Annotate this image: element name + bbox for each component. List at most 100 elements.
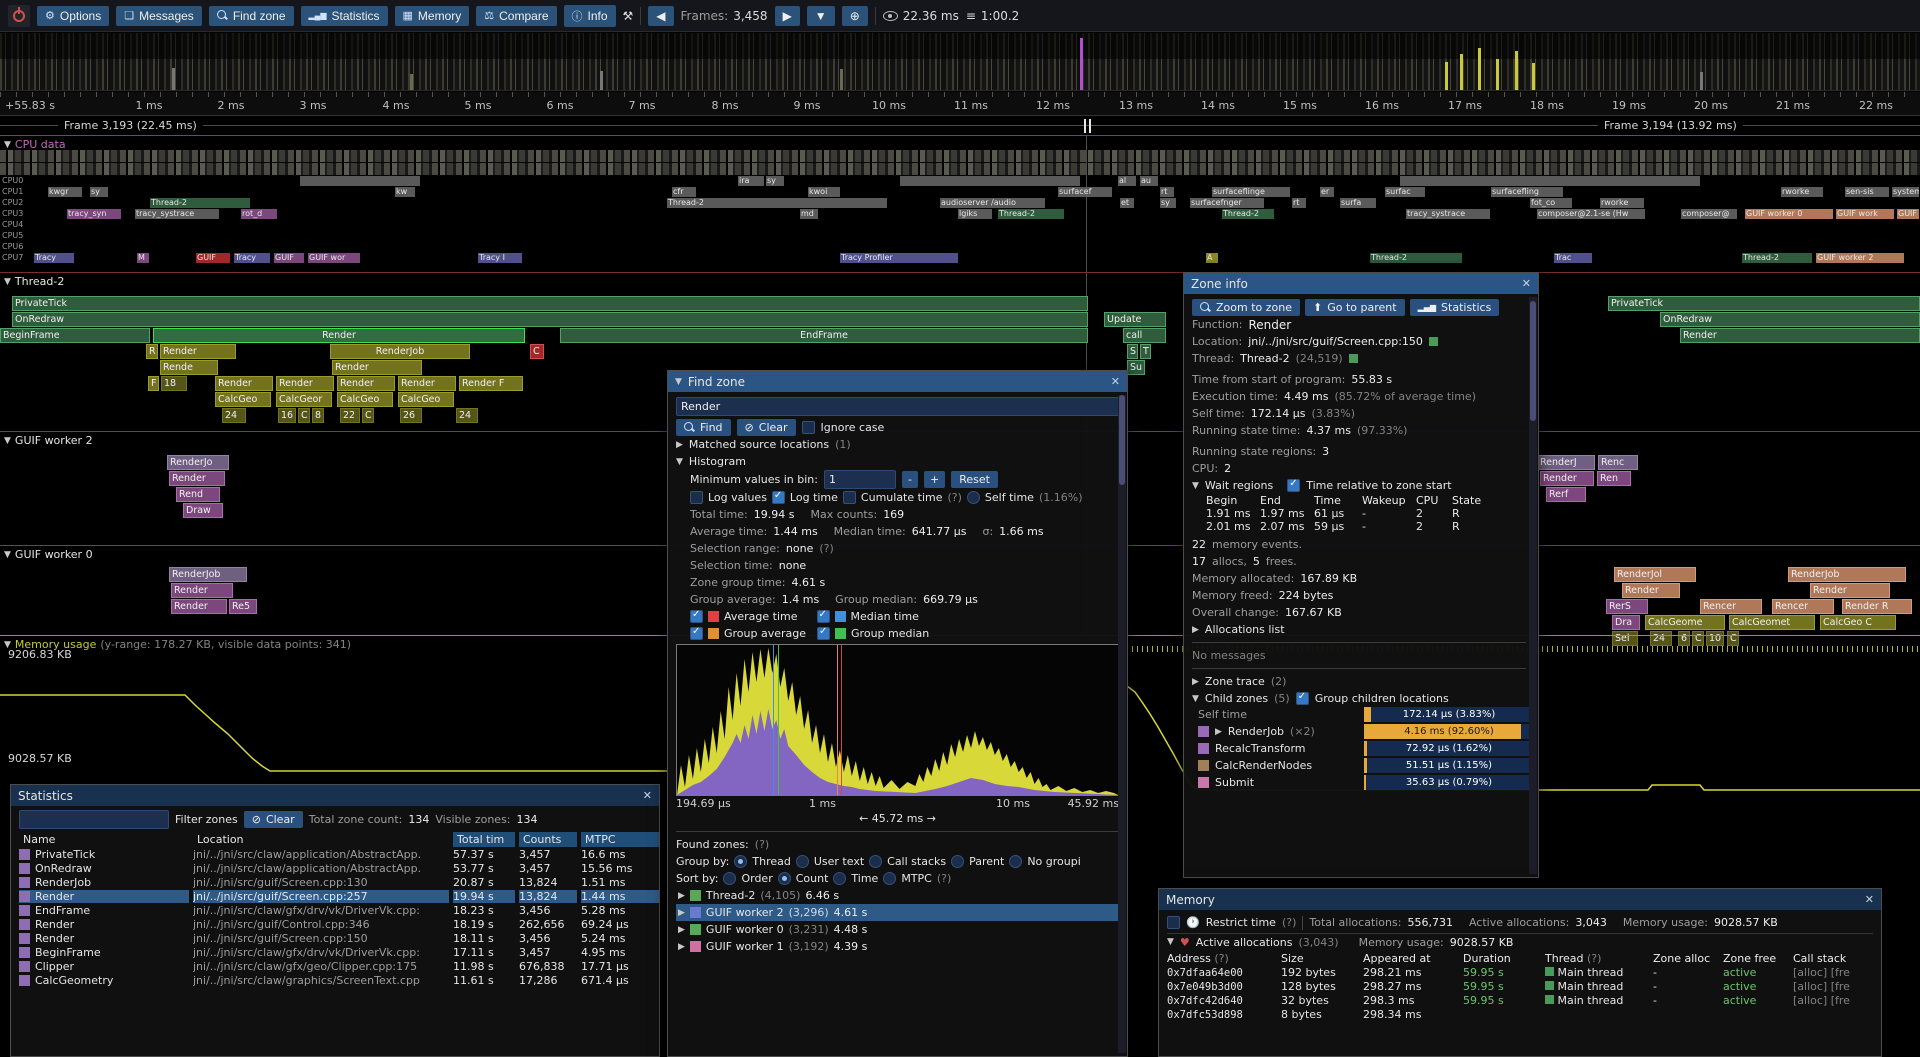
zone[interactable]: C: [1727, 631, 1739, 646]
zone[interactable]: 6: [1678, 631, 1690, 646]
group-by-usertext-radio[interactable]: [795, 855, 809, 868]
cpu-zone[interactable]: Trac: [1554, 253, 1592, 263]
zone[interactable]: Update: [1104, 312, 1166, 327]
wait-col-time[interactable]: Time: [1314, 494, 1341, 507]
cpu-zone[interactable]: audioserver /audio: [940, 198, 1045, 208]
average-time-toggle[interactable]: [690, 609, 703, 623]
goto-frame-button[interactable]: ⊕: [841, 5, 868, 26]
cpu-zone[interactable]: kwgr: [48, 187, 82, 197]
alloc-call-stack[interactable]: [alloc] [fre: [1793, 994, 1850, 1007]
active-allocations-expander[interactable]: ▼ ♥ Active allocations (3,043) Memory us…: [1167, 933, 1873, 950]
sort-by-count-radio[interactable]: [777, 872, 791, 885]
group-name[interactable]: GUIF worker 1: [705, 940, 784, 953]
wait-col-state[interactable]: State: [1452, 494, 1482, 507]
collapse-icon[interactable]: ▼: [4, 139, 11, 150]
zone[interactable]: Render: [215, 376, 273, 391]
zone[interactable]: C: [530, 344, 544, 359]
zone[interactable]: RenderJ: [1537, 455, 1595, 470]
zone[interactable]: 24: [1650, 631, 1672, 646]
alloc-address[interactable]: 0x7dfc42d640: [1167, 994, 1243, 1007]
zone[interactable]: PrivateTick: [1608, 296, 1920, 311]
alloc-appeared[interactable]: 298.3 ms: [1363, 994, 1415, 1007]
group-by-none-radio[interactable]: [1009, 855, 1023, 868]
zone[interactable]: Render: [169, 471, 225, 486]
zone[interactable]: Render: [160, 344, 236, 359]
cpu-zone[interactable]: tracy_syn: [67, 209, 121, 219]
elapsed-time-indicator[interactable]: ≡ 1:00.2: [966, 9, 1019, 23]
zone[interactable]: BeginFrame: [0, 328, 150, 343]
collapse-icon[interactable]: ▼: [4, 435, 11, 446]
zone[interactable]: Render: [276, 376, 334, 391]
cpu-activity-strip[interactable]: [0, 163, 1920, 175]
alloc-call-stack[interactable]: [alloc] [fre: [1793, 980, 1850, 993]
cpu-zone[interactable]: composer@: [1681, 209, 1737, 219]
frame-label-right[interactable]: Frame 3,194 (13.92 ms): [1598, 119, 1743, 132]
zone[interactable]: C: [362, 408, 374, 423]
zone[interactable]: C: [298, 408, 310, 423]
child-zone-name[interactable]: CalcRenderNodes: [1215, 759, 1313, 772]
zone[interactable]: 16: [278, 408, 296, 423]
cpu-zone[interactable]: sy: [1160, 198, 1176, 208]
zone-info-titlebar[interactable]: Zone info ✕: [1184, 273, 1538, 294]
cpu-zone[interactable]: surfacef: [1058, 187, 1112, 197]
zone-group-row[interactable]: ▶ Thread-2 (4,105) 6.46 s: [676, 887, 1119, 904]
zone[interactable]: T: [1140, 344, 1151, 359]
col-header-size[interactable]: Size: [1281, 952, 1304, 965]
close-icon[interactable]: ✕: [1110, 375, 1120, 388]
zone[interactable]: 24: [222, 408, 246, 423]
zone[interactable]: Sel: [1612, 631, 1638, 646]
cpu-lanes[interactable]: CPU0 CPU1 CPU2 CPU3 CPU4 CPU5 CPU6 CPU7 …: [0, 150, 1920, 265]
cpu-zone[interactable]: GUIF worker 2: [1816, 253, 1904, 263]
col-header-duration[interactable]: Duration: [1463, 952, 1511, 965]
cpu-zone[interactable]: surfacefling: [1491, 187, 1563, 197]
zone[interactable]: OnRedraw: [1660, 312, 1920, 327]
options-button[interactable]: ⚙ Options: [37, 5, 110, 26]
col-header-call-stack[interactable]: Call stack: [1793, 952, 1847, 965]
zone[interactable]: R: [146, 344, 158, 359]
chevron-right-icon[interactable]: ▶: [1215, 726, 1222, 737]
cpu-zone[interactable]: ira: [738, 176, 764, 186]
power-button[interactable]: [8, 4, 30, 27]
wait-regions-expander[interactable]: ▼ Wait regions Time relative to zone sta…: [1192, 477, 1526, 494]
zone-name[interactable]: Render: [35, 932, 75, 945]
child-zone-name[interactable]: RenderJob: [1227, 725, 1285, 738]
zone[interactable]: CalcGeome: [1645, 615, 1725, 630]
col-header-total-time[interactable]: Total tim: [453, 832, 515, 847]
cpu-zone[interactable]: surfaceflinge: [1212, 187, 1290, 197]
cpu-zone[interactable]: surfa: [1340, 198, 1376, 208]
wait-col-cpu[interactable]: CPU: [1416, 494, 1439, 507]
sort-by-mtpc-radio[interactable]: [883, 872, 897, 885]
group-by-callstacks-radio[interactable]: [869, 855, 883, 868]
zone[interactable]: RerS: [1606, 599, 1648, 614]
zone-name[interactable]: Clipper: [35, 960, 75, 973]
cpu-zone[interactable]: system-js: [1892, 187, 1919, 197]
group-median-toggle[interactable]: [817, 626, 831, 640]
cpu-zone[interactable]: GUIF worker 0: [1745, 209, 1833, 219]
cpu-zone[interactable]: composer@2.1-se (Hw: [1537, 209, 1645, 219]
clear-filter-button[interactable]: ⊘ Clear: [243, 811, 303, 828]
collapse-icon[interactable]: ▼: [4, 549, 11, 560]
collapse-icon[interactable]: ▼: [4, 639, 11, 650]
zone[interactable]: Draw: [183, 503, 223, 518]
zone[interactable]: Render: [1540, 471, 1594, 486]
cpu-zone[interactable]: al: [1118, 176, 1136, 186]
matched-locations-expander[interactable]: ▶ Matched source locations (1): [676, 436, 1119, 453]
collapse-icon[interactable]: ▼: [4, 276, 11, 287]
collapse-icon[interactable]: ▼: [675, 376, 682, 387]
zone-selected[interactable]: Render: [153, 328, 525, 343]
cpu-activity-strip[interactable]: [0, 150, 1920, 162]
zone[interactable]: Rencer: [1700, 599, 1762, 614]
zone[interactable]: 26: [400, 408, 422, 423]
guif-worker2-section-header[interactable]: ▼ GUIF worker 2: [0, 433, 1920, 448]
alloc-appeared[interactable]: 298.34 ms: [1363, 1008, 1422, 1021]
reset-button[interactable]: Reset: [951, 471, 998, 488]
cpu-zone[interactable]: GUIF: [196, 253, 230, 263]
zone-group-row-selected[interactable]: ▶ GUIF worker 2 (3,296) 4.61 s: [676, 904, 1119, 921]
memory-button[interactable]: ▦ Memory: [394, 5, 470, 26]
zone[interactable]: RenderJob: [1788, 567, 1906, 582]
zone-name[interactable]: Render: [35, 918, 75, 931]
cpu-zone[interactable]: Thread-2: [667, 198, 887, 208]
zone[interactable]: Rende: [160, 360, 218, 375]
statistics-button[interactable]: ▂▄▆ Statistics: [1409, 299, 1500, 316]
find-zone-button[interactable]: Find zone: [208, 5, 294, 26]
